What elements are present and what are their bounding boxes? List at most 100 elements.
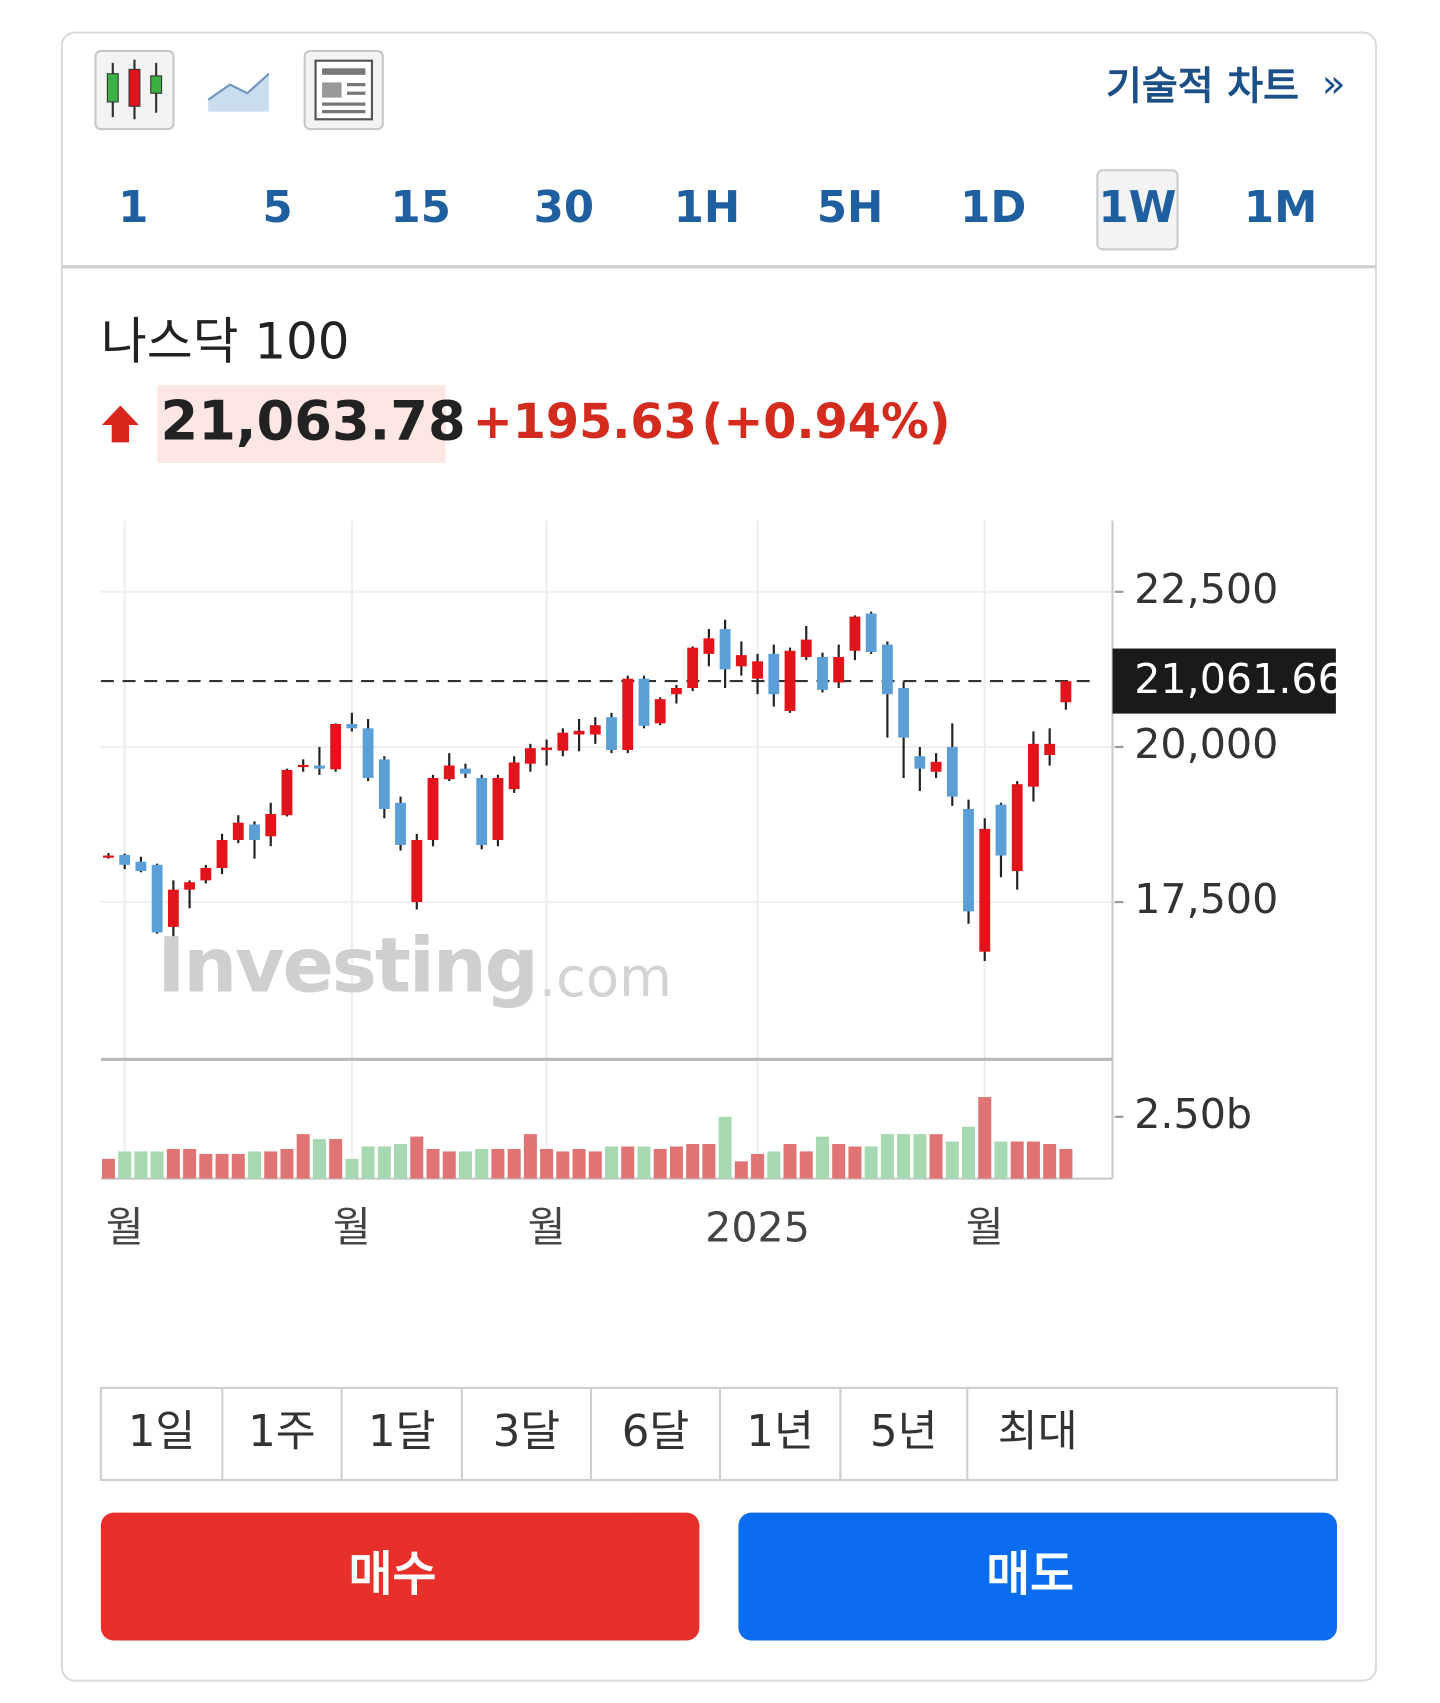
volume-bar <box>686 1144 700 1179</box>
volume-bar <box>134 1151 148 1179</box>
interval-tab[interactable]: 1W <box>1098 183 1176 233</box>
y-tick-label: 20,000 <box>1134 720 1278 768</box>
volume-bar <box>540 1148 554 1179</box>
candle-body <box>946 746 958 797</box>
x-tick-label: 월 <box>528 1204 566 1252</box>
last-price: 21,063.78 <box>161 390 466 453</box>
instrument-name: 나스닥 100 <box>101 312 350 370</box>
candle-body <box>297 764 309 768</box>
range-tab[interactable]: 1일 <box>128 1407 195 1457</box>
volume-bar <box>848 1146 862 1179</box>
candle-body <box>671 687 682 695</box>
candle-body <box>898 687 910 738</box>
candle-body <box>103 855 114 858</box>
candle-icon-button[interactable] <box>94 49 175 131</box>
interval-tab[interactable]: 1D <box>960 183 1026 233</box>
candle-body <box>573 730 585 735</box>
range-tab[interactable]: 최대 <box>998 1407 1078 1457</box>
candle-body <box>135 861 147 872</box>
volume-bar <box>588 1151 602 1179</box>
interval-tab[interactable]: 30 <box>534 183 594 233</box>
volume-bar <box>166 1148 180 1179</box>
candle-body <box>784 650 796 711</box>
volume-bar <box>767 1151 781 1179</box>
interval-tab[interactable]: 15 <box>391 183 451 233</box>
buy-label[interactable]: 매수 <box>349 1548 437 1603</box>
sell-label[interactable]: 매도 <box>986 1548 1074 1603</box>
volume-bar <box>280 1148 294 1179</box>
volume-bar <box>962 1126 976 1179</box>
volume-bar <box>264 1151 278 1179</box>
candle-body <box>184 882 196 890</box>
table-icon-button[interactable] <box>303 49 384 131</box>
volume-bar <box>1026 1141 1040 1179</box>
candle-body <box>411 840 423 903</box>
volume-bar <box>377 1146 391 1179</box>
sell-button[interactable]: 매도 <box>738 1512 1337 1641</box>
volume-bar <box>296 1134 310 1179</box>
interval-tab[interactable]: 1M <box>1244 183 1317 233</box>
x-tick-label: 월 <box>106 1204 144 1252</box>
y-tick-label: 22,500 <box>1134 565 1278 613</box>
range-tab[interactable]: 3달 <box>493 1407 560 1457</box>
volume-bar <box>475 1148 489 1179</box>
range-tab[interactable]: 1년 <box>746 1407 813 1457</box>
buy-button[interactable]: 매수 <box>100 1512 700 1641</box>
volume-bar <box>199 1153 213 1179</box>
candle-body <box>849 616 861 651</box>
candle-body <box>881 644 893 695</box>
volume-bar <box>653 1148 667 1179</box>
y-tick-label: 17,500 <box>1134 875 1278 923</box>
candle-body <box>768 653 780 695</box>
candle-body <box>914 756 926 769</box>
volume-bar <box>815 1136 829 1179</box>
volume-bar <box>247 1151 262 1179</box>
candle-body <box>476 777 488 845</box>
candle-body <box>800 639 812 657</box>
volume-bar <box>572 1148 586 1179</box>
technical-chart-link[interactable]: 기술적 차트 <box>1106 64 1299 109</box>
candle-body <box>200 867 212 881</box>
candle-body <box>119 854 131 865</box>
range-tab[interactable]: 1달 <box>368 1407 435 1457</box>
area-icon-button[interactable] <box>207 72 270 112</box>
range-tab[interactable]: 6달 <box>622 1407 689 1457</box>
range-tab[interactable]: 1주 <box>248 1407 315 1457</box>
candle-body <box>557 732 569 751</box>
interval-tab[interactable]: 1H <box>674 183 740 233</box>
volume-bar <box>605 1146 619 1179</box>
volume-bar <box>361 1146 375 1179</box>
volume-bar <box>150 1151 164 1179</box>
volume-bar <box>491 1148 505 1179</box>
volume-bar <box>458 1151 472 1179</box>
volume-bar <box>929 1134 943 1179</box>
candle-body <box>249 824 260 841</box>
candle-body <box>346 723 358 729</box>
volume-bar <box>751 1153 765 1179</box>
candle-body <box>654 699 666 724</box>
volume-bar <box>507 1148 521 1179</box>
candle-body <box>930 761 942 772</box>
range-tab[interactable]: 5년 <box>870 1407 937 1457</box>
volume-bar <box>442 1151 456 1179</box>
volume-bar <box>978 1097 992 1179</box>
candle-body <box>703 638 715 654</box>
candle-body <box>833 656 845 683</box>
volume-bar <box>945 1141 959 1179</box>
link-arrow[interactable]: » <box>1322 62 1346 107</box>
candle-body <box>378 759 390 809</box>
interval-tab[interactable]: 5 <box>263 183 293 233</box>
watermark-suffix: .com <box>539 946 672 1009</box>
candle-body <box>606 717 617 751</box>
volume-bar <box>345 1158 359 1179</box>
candle-body <box>330 723 342 770</box>
interval-tab[interactable]: 1 <box>118 183 148 233</box>
volume-bar <box>913 1134 927 1179</box>
interval-tab[interactable]: 5H <box>817 183 883 233</box>
price-highlight <box>157 384 446 463</box>
last-price-tag <box>1112 648 1336 714</box>
candle-body <box>622 678 634 751</box>
candle-body <box>427 777 439 841</box>
candlestick-chart: Investing .com 17,500 20,000 22,500 2.50b 월 월… <box>100 520 1344 1252</box>
